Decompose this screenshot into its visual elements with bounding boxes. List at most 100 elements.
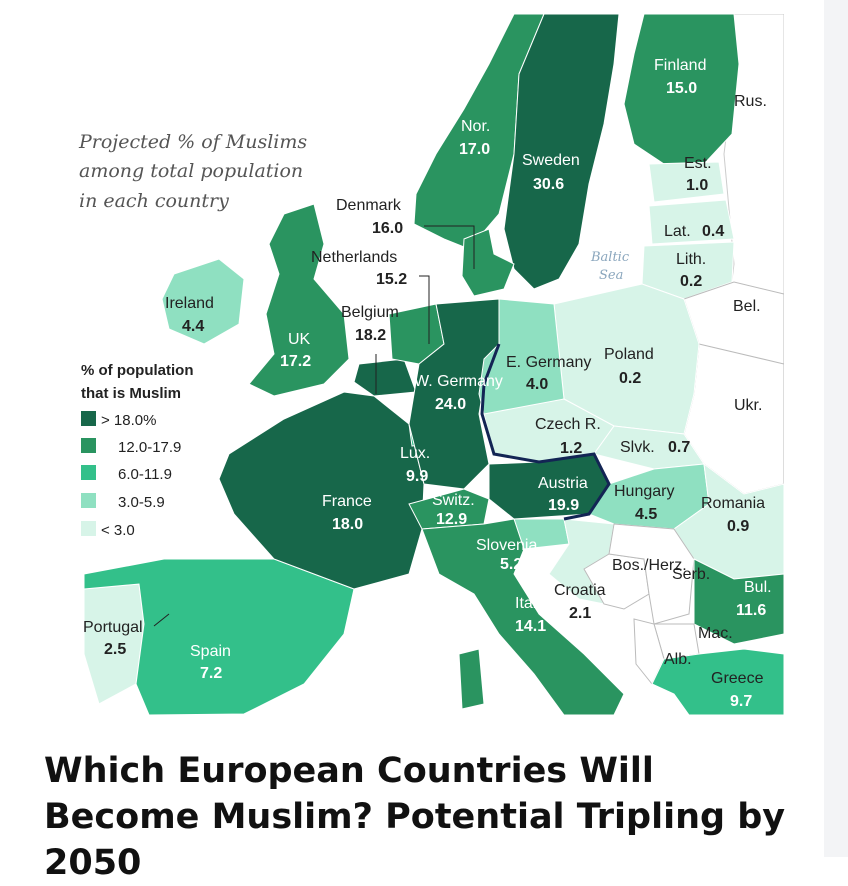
map-title-line-2: among total population — [79, 160, 303, 182]
label-ukraine: Ukr. — [734, 397, 762, 414]
europe-map: Projected % of Muslims among total popul… — [44, 14, 784, 715]
label-italy: Italy — [515, 595, 544, 612]
label-ireland: Ireland — [165, 295, 214, 312]
map-title-line-1: Projected % of Muslims — [78, 131, 307, 153]
denmark-shape — [461, 228, 515, 297]
legend-label-3: 6.0-11.9 — [118, 466, 172, 483]
label-bosnia: Bos./Herz. — [612, 557, 687, 574]
leader-portugal — [153, 613, 170, 627]
value-east-germany: 4.0 — [526, 376, 548, 393]
label-slovakia: Slvk. — [620, 439, 655, 456]
label-denmark: Denmark — [336, 197, 402, 214]
label-belgium: Belgium — [341, 304, 399, 321]
value-lithuania: 0.2 — [680, 273, 702, 290]
country-labels: Finland 15.0 Rus. Nor. 17.0 Sweden 30.6 … — [83, 57, 772, 710]
label-switzerland: Switz. — [432, 492, 475, 509]
legend-label-5: < 3.0 — [101, 522, 135, 539]
label-poland: Poland — [604, 346, 654, 363]
switzerland-shape — [408, 488, 490, 530]
label-slovenia: Slovenia — [476, 537, 537, 554]
value-austria: 19.9 — [548, 497, 579, 514]
value-ireland: 4.4 — [182, 318, 204, 335]
label-uk: UK — [288, 331, 311, 348]
value-bulgaria: 11.6 — [736, 602, 766, 619]
value-portugal: 2.5 — [104, 641, 126, 658]
value-denmark: 16.0 — [372, 220, 403, 237]
value-romania: 0.9 — [727, 518, 749, 535]
label-latvia: Lat. — [664, 223, 691, 240]
label-austria: Austria — [538, 475, 588, 492]
leader-netherlands — [419, 275, 430, 344]
value-spain: 7.2 — [200, 665, 222, 682]
value-poland: 0.2 — [619, 370, 641, 387]
label-croatia: Croatia — [554, 582, 606, 599]
italy-shape — [421, 518, 625, 715]
ireland-shape — [161, 258, 245, 345]
label-macedonia: Mac. — [698, 625, 733, 642]
label-france: France — [322, 493, 372, 510]
label-finland: Finland — [654, 57, 706, 74]
leader-denmark — [424, 225, 475, 269]
label-russia: Rus. — [734, 93, 767, 110]
value-greece: 9.7 — [730, 693, 752, 710]
legend-swatch-3 — [81, 465, 96, 480]
label-spain: Spain — [190, 643, 231, 660]
value-czech: 1.2 — [560, 440, 582, 457]
value-sweden: 30.6 — [533, 176, 564, 193]
value-france: 18.0 — [332, 516, 363, 533]
slovakia-shape — [593, 425, 705, 470]
label-greece: Greece — [711, 670, 764, 687]
label-belarus: Bel. — [733, 298, 761, 315]
legend-label-2: 12.0-17.9 — [118, 439, 181, 456]
value-switzerland: 12.9 — [436, 511, 467, 528]
label-hungary: Hungary — [614, 483, 674, 500]
sea-label-line-2: Sea — [599, 268, 623, 283]
label-portugal: Portugal — [83, 619, 143, 636]
legend-swatch-5 — [81, 521, 96, 536]
estonia-shape — [648, 161, 725, 203]
legend-label-1: > 18.0% — [101, 412, 156, 429]
uk-shape — [248, 203, 350, 397]
value-italy: 14.1 — [515, 618, 546, 635]
label-west-germany: W. Germany — [414, 373, 503, 390]
value-croatia: 2.1 — [569, 605, 591, 622]
label-lithuania: Lith. — [676, 251, 706, 268]
greece-shape — [651, 648, 784, 715]
value-netherlands: 15.2 — [376, 271, 407, 288]
label-sweden: Sweden — [522, 152, 580, 169]
highlight-border — [480, 343, 611, 521]
page-gutter — [824, 0, 848, 857]
label-serbia: Serb. — [672, 566, 710, 583]
value-latvia: 0.4 — [702, 223, 724, 240]
legend-label-4: 3.0-5.9 — [118, 494, 165, 511]
label-estonia: Est. — [684, 155, 712, 172]
legend-swatch-2 — [81, 438, 96, 453]
value-estonia: 1.0 — [686, 177, 708, 194]
label-czech: Czech R. — [535, 416, 601, 433]
article-headline[interactable]: Which European Countries Will Become Mus… — [44, 751, 786, 883]
label-luxembourg: Lux. — [400, 445, 430, 462]
value-west-germany: 24.0 — [435, 396, 466, 413]
value-norway: 17.0 — [459, 141, 490, 158]
label-bulgaria: Bul. — [744, 579, 772, 596]
latvia-shape — [648, 199, 735, 245]
sweden-shape — [503, 14, 620, 290]
map-title-line-3: in each country — [79, 190, 229, 212]
label-albania: Alb. — [664, 651, 692, 668]
legend-swatch-4 — [81, 493, 96, 508]
label-east-germany: E. Germany — [506, 354, 591, 371]
article-card[interactable]: Projected % of Muslims among total popul… — [0, 0, 824, 883]
legend-title-line-2: that is Muslim — [81, 385, 181, 402]
label-romania: Romania — [701, 495, 765, 512]
value-slovenia: 5.2 — [500, 556, 522, 573]
value-belgium: 18.2 — [355, 327, 386, 344]
value-slovakia: 0.7 — [668, 439, 690, 456]
value-hungary: 4.5 — [635, 506, 657, 523]
sea-label-line-1: Baltic — [590, 250, 630, 265]
label-norway: Nor. — [461, 118, 490, 135]
value-uk: 17.2 — [280, 353, 311, 370]
legend-title-line-1: % of population — [81, 362, 193, 379]
value-finland: 15.0 — [666, 80, 697, 97]
label-netherlands: Netherlands — [311, 249, 397, 266]
value-luxembourg: 9.9 — [406, 468, 428, 485]
